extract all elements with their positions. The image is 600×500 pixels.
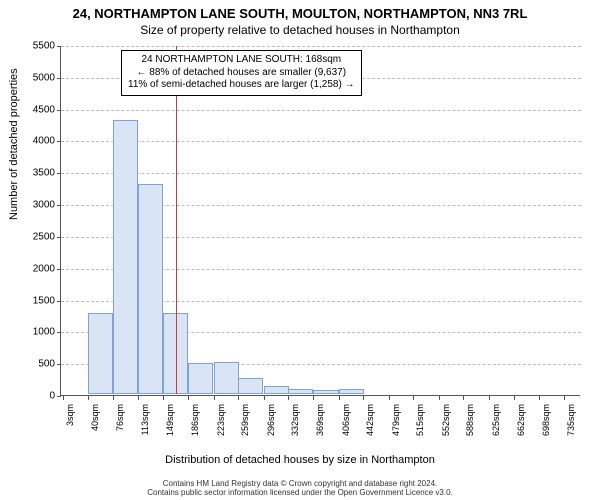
x-tick-mark: [188, 396, 189, 400]
y-tick-label: 3000: [15, 200, 55, 211]
y-tick-mark: [57, 46, 61, 47]
annotation-box: 24 NORTHAMPTON LANE SOUTH: 168sqm← 88% o…: [121, 50, 362, 96]
y-tick-mark: [57, 301, 61, 302]
x-tick-mark: [413, 396, 414, 400]
y-tick-label: 0: [15, 391, 55, 402]
x-tick-mark: [514, 396, 515, 400]
x-tick-mark: [564, 396, 565, 400]
x-tick-mark: [138, 396, 139, 400]
x-tick-label: 259sqm: [240, 404, 250, 454]
x-axis-label: Distribution of detached houses by size …: [0, 454, 600, 466]
histogram-bar: [188, 363, 213, 394]
reference-line: [176, 46, 177, 394]
histogram-bar: [313, 390, 338, 394]
y-tick-mark: [57, 78, 61, 79]
y-tick-label: 1500: [15, 295, 55, 306]
histogram-bar: [138, 184, 163, 394]
x-tick-mark: [63, 396, 64, 400]
x-tick-label: 113sqm: [140, 404, 150, 454]
y-tick-mark: [57, 141, 61, 142]
y-tick-label: 4500: [15, 104, 55, 115]
y-tick-mark: [57, 110, 61, 111]
y-tick-label: 4000: [15, 136, 55, 147]
y-tick-label: 5500: [15, 41, 55, 52]
x-tick-mark: [389, 396, 390, 400]
x-tick-label: 625sqm: [491, 404, 501, 454]
x-tick-mark: [439, 396, 440, 400]
x-tick-mark: [339, 396, 340, 400]
footer-line-2: Contains public sector information licen…: [0, 489, 600, 498]
annotation-line-2: ← 88% of detached houses are smaller (9,…: [128, 67, 355, 80]
x-tick-label: 662sqm: [516, 404, 526, 454]
grid-line: [61, 46, 581, 47]
x-tick-mark: [163, 396, 164, 400]
chart-container: 24, NORTHAMPTON LANE SOUTH, MOULTON, NOR…: [0, 0, 600, 500]
x-tick-mark: [214, 396, 215, 400]
y-tick-label: 5000: [15, 72, 55, 83]
x-tick-label: 149sqm: [165, 404, 175, 454]
x-tick-label: 552sqm: [441, 404, 451, 454]
page-subtitle: Size of property relative to detached ho…: [0, 21, 600, 37]
y-tick-mark: [57, 269, 61, 270]
x-tick-mark: [288, 396, 289, 400]
histogram-bar: [88, 313, 113, 394]
annotation-line-1: 24 NORTHAMPTON LANE SOUTH: 168sqm: [128, 54, 355, 67]
grid-line: [61, 110, 581, 111]
histogram-bar: [264, 386, 289, 394]
x-tick-mark: [363, 396, 364, 400]
footer-attribution: Contains HM Land Registry data © Crown c…: [0, 480, 600, 498]
x-tick-label: 406sqm: [341, 404, 351, 454]
x-tick-mark: [264, 396, 265, 400]
x-tick-label: 332sqm: [290, 404, 300, 454]
x-tick-mark: [463, 396, 464, 400]
y-tick-label: 1000: [15, 327, 55, 338]
x-tick-mark: [238, 396, 239, 400]
x-tick-label: 40sqm: [90, 404, 100, 454]
grid-line: [61, 141, 581, 142]
y-tick-label: 2500: [15, 231, 55, 242]
page-title: 24, NORTHAMPTON LANE SOUTH, MOULTON, NOR…: [0, 0, 600, 21]
x-tick-mark: [88, 396, 89, 400]
y-tick-mark: [57, 364, 61, 365]
y-tick-mark: [57, 396, 61, 397]
plot-area: 0500100015002000250030003500400045005000…: [60, 46, 580, 396]
x-tick-label: 3sqm: [65, 404, 75, 454]
x-tick-label: 479sqm: [391, 404, 401, 454]
x-tick-label: 588sqm: [465, 404, 475, 454]
x-tick-label: 515sqm: [415, 404, 425, 454]
x-tick-label: 186sqm: [190, 404, 200, 454]
y-tick-mark: [57, 237, 61, 238]
x-tick-label: 698sqm: [541, 404, 551, 454]
y-tick-label: 3500: [15, 168, 55, 179]
x-tick-mark: [313, 396, 314, 400]
grid-line: [61, 173, 581, 174]
annotation-line-3: 11% of semi-detached houses are larger (…: [128, 79, 355, 92]
y-tick-label: 2000: [15, 263, 55, 274]
plot-area-wrap: 0500100015002000250030003500400045005000…: [60, 46, 580, 396]
y-tick-mark: [57, 205, 61, 206]
x-tick-mark: [489, 396, 490, 400]
y-tick-mark: [57, 173, 61, 174]
x-tick-mark: [113, 396, 114, 400]
histogram-bar: [339, 389, 364, 394]
x-tick-label: 369sqm: [315, 404, 325, 454]
x-tick-label: 296sqm: [266, 404, 276, 454]
x-tick-mark: [539, 396, 540, 400]
x-tick-label: 735sqm: [566, 404, 576, 454]
histogram-bar: [113, 120, 138, 394]
y-tick-label: 500: [15, 359, 55, 370]
histogram-bar: [288, 389, 313, 394]
x-tick-label: 442sqm: [365, 404, 375, 454]
x-tick-label: 223sqm: [216, 404, 226, 454]
histogram-bar: [214, 362, 239, 394]
histogram-bar: [238, 378, 263, 394]
y-tick-mark: [57, 332, 61, 333]
x-tick-label: 76sqm: [115, 404, 125, 454]
